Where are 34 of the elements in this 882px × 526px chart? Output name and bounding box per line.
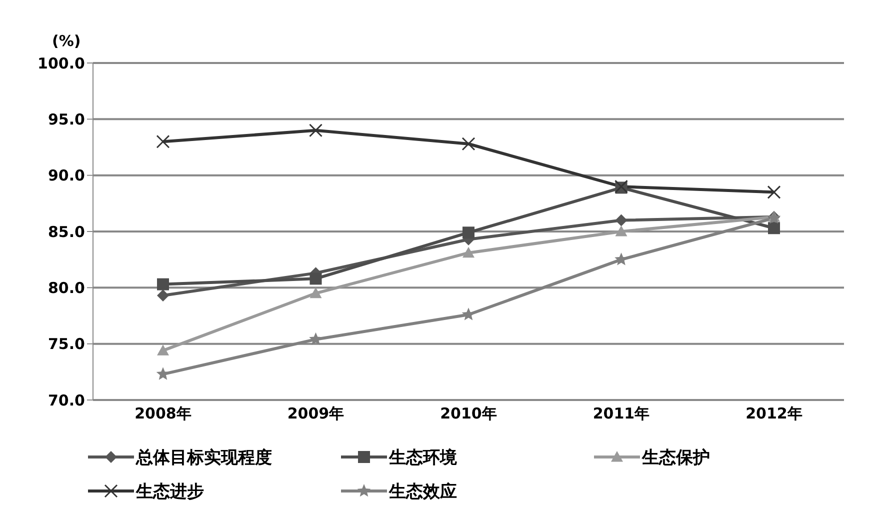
point xyxy=(309,124,322,138)
y-tick-label: 100.0 xyxy=(38,54,85,72)
x-tick-label: 2008年 xyxy=(134,404,192,423)
x-tick-label: 2010年 xyxy=(440,404,497,423)
y-tick-label: 80.0 xyxy=(48,278,85,297)
point xyxy=(156,367,170,380)
point xyxy=(462,137,476,151)
y-tick-label: 85.0 xyxy=(48,222,85,241)
y-tick-label: 95.0 xyxy=(48,110,85,128)
legend-label: 总体目标实现程度 xyxy=(136,446,272,468)
point xyxy=(615,214,628,226)
point xyxy=(615,226,628,236)
x-tick-label: 2012年 xyxy=(746,404,802,423)
point xyxy=(157,278,169,290)
legend-label: 生态保护 xyxy=(642,446,710,468)
legend-label: 生态环境 xyxy=(389,446,457,468)
y-axis-title: (%) xyxy=(52,32,81,50)
y-tick-label: 90.0 xyxy=(48,166,85,185)
point xyxy=(462,246,474,258)
point xyxy=(768,222,780,234)
x-tick-label: 2009年 xyxy=(287,404,344,423)
point xyxy=(767,185,781,199)
legend-label: 生态进步 xyxy=(136,480,204,502)
y-tick-label: 70.0 xyxy=(48,391,85,410)
point xyxy=(462,226,474,239)
point xyxy=(157,344,169,356)
point xyxy=(157,290,169,302)
point xyxy=(309,332,322,346)
point xyxy=(310,287,322,298)
legend-label: 生态效应 xyxy=(389,480,457,502)
x-tick-label: 2011年 xyxy=(592,404,650,423)
point xyxy=(156,134,170,148)
y-tick-label: 75.0 xyxy=(48,335,85,354)
point xyxy=(310,272,322,285)
